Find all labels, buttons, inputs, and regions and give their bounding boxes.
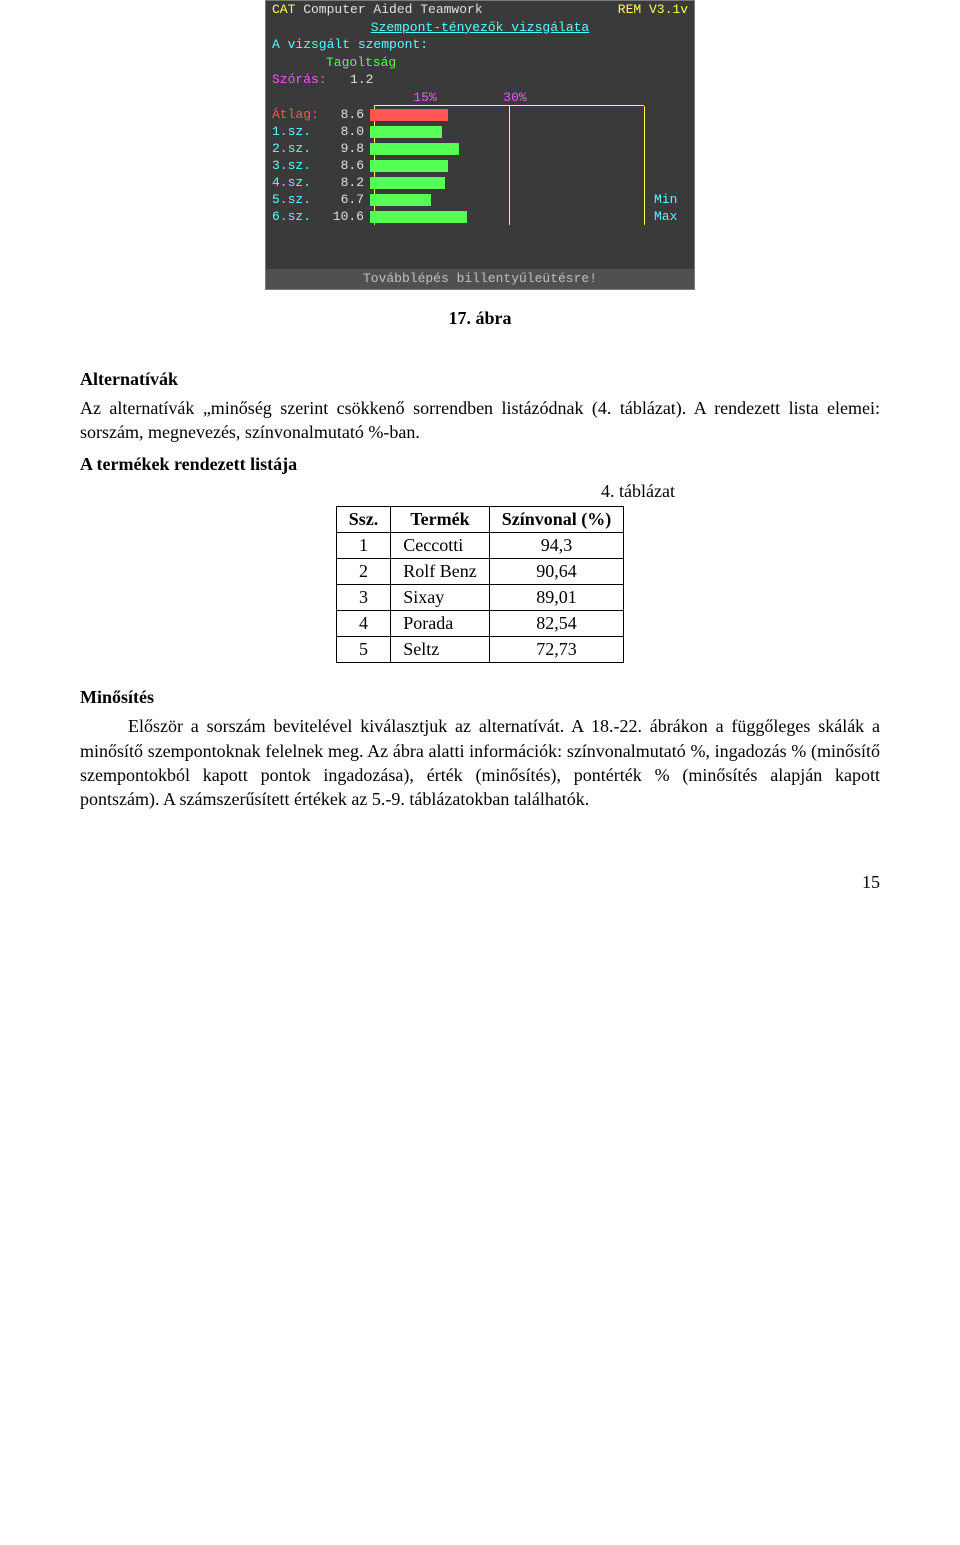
chart-bar xyxy=(370,177,445,189)
table-cell: 89,01 xyxy=(489,585,624,611)
chart-row: 2.sz.9.8 xyxy=(272,140,688,157)
chart-row: 6.sz.10.6 Max xyxy=(272,208,688,225)
terminal-scatter-label: Szórás: xyxy=(272,72,327,87)
chart-bar xyxy=(370,109,448,121)
chart-bar-area xyxy=(370,211,648,223)
terminal-scatter-value: 1.2 xyxy=(350,72,373,87)
table-caption: 4. táblázat xyxy=(80,481,880,502)
chart-row-value: 6.7 xyxy=(330,191,370,209)
heading-minosites: Minősítés xyxy=(80,687,880,708)
paragraph-alternativak: Az alternatívák „minőség szerint csökken… xyxy=(80,396,880,445)
chart-row-label: 6.sz. xyxy=(272,208,330,226)
chart-row-label: 5.sz. xyxy=(272,191,330,209)
chart-bar-area xyxy=(370,143,648,155)
table-cell: 1 xyxy=(336,533,391,559)
terminal-subtitle: Szempont-tényezők vizsgálata xyxy=(266,19,694,37)
terminal-title-right: REM V3.1v xyxy=(618,1,688,19)
chart-row-label: 4.sz. xyxy=(272,174,330,192)
table-header-cell: Színvonal (%) xyxy=(489,507,624,533)
chart-bar xyxy=(370,160,448,172)
table-cell: 2 xyxy=(336,559,391,585)
figure-caption: 17. ábra xyxy=(80,308,880,329)
chart-row: 3.sz.8.6 xyxy=(272,157,688,174)
products-table: Ssz.TermékSzínvonal (%) 1Ceccotti94,32Ro… xyxy=(336,506,625,663)
heading-termekek-listaja: A termékek rendezett listája xyxy=(80,454,880,475)
chart-row: Átlag:8.6 xyxy=(272,106,688,123)
table-header-cell: Termék xyxy=(391,507,490,533)
chart-row-value: 8.2 xyxy=(330,174,370,192)
chart-row-value: 10.6 xyxy=(330,208,370,226)
terminal-titlebar: CAT Computer Aided Teamwork REM V3.1v xyxy=(266,1,694,19)
chart-row: 1.sz.8.0 xyxy=(272,123,688,140)
table-row: 4Porada82,54 xyxy=(336,611,624,637)
terminal-chart: 15% 30% Átlag:8.61.sz.8.02.sz.9.83.sz.8.… xyxy=(266,89,694,230)
chart-row-tag: Max xyxy=(648,208,688,226)
paragraph-minosites: Először a sorszám bevitelével kiválasztj… xyxy=(80,714,880,811)
table-row: 5Seltz72,73 xyxy=(336,637,624,663)
table-cell: 94,3 xyxy=(489,533,624,559)
chart-row-label: Átlag: xyxy=(272,106,330,124)
chart-row-value: 8.6 xyxy=(330,106,370,124)
chart-row-value: 8.6 xyxy=(330,157,370,175)
terminal-footer: Továbblépés billentyűleütésre! xyxy=(266,269,694,289)
table-cell: Porada xyxy=(391,611,490,637)
terminal-title-prefix: CAT xyxy=(272,2,295,17)
chart-bar xyxy=(370,194,431,206)
table-cell: Ceccotti xyxy=(391,533,490,559)
chart-row-value: 9.8 xyxy=(330,140,370,158)
heading-alternativak: Alternatívák xyxy=(80,369,880,390)
chart-row-tag: Min xyxy=(648,191,688,209)
table-cell: Sixay xyxy=(391,585,490,611)
chart-header: 15% 30% xyxy=(272,89,688,107)
terminal-aspect-label: A vizsgált szempont: xyxy=(266,36,694,54)
chart-row-value: 8.0 xyxy=(330,123,370,141)
chart-row: 4.sz.8.2 xyxy=(272,174,688,191)
table-row: 1Ceccotti94,3 xyxy=(336,533,624,559)
chart-row-label: 3.sz. xyxy=(272,157,330,175)
chart-bar xyxy=(370,143,459,155)
chart-bar-area xyxy=(370,177,648,189)
terminal-title-left: CAT Computer Aided Teamwork xyxy=(272,1,483,19)
terminal-scatter-line: Szórás: 1.2 xyxy=(266,71,694,89)
chart-bar xyxy=(370,126,442,138)
table-cell: Seltz xyxy=(391,637,490,663)
terminal-title-rest: Computer Aided Teamwork xyxy=(295,2,482,17)
chart-bar-area xyxy=(370,194,648,206)
table-row: 3Sixay89,01 xyxy=(336,585,624,611)
table-cell: 82,54 xyxy=(489,611,624,637)
chart-row: 5.sz.6.7 Min xyxy=(272,191,688,208)
chart-bar-area xyxy=(370,109,648,121)
table-header-cell: Ssz. xyxy=(336,507,391,533)
table-cell: 4 xyxy=(336,611,391,637)
terminal-aspect-value: Tagoltság xyxy=(266,54,694,72)
table-cell: 90,64 xyxy=(489,559,624,585)
chart-pct-2: 30% xyxy=(470,89,560,107)
table-row: 2Rolf Benz90,64 xyxy=(336,559,624,585)
table-cell: 3 xyxy=(336,585,391,611)
table-cell: 72,73 xyxy=(489,637,624,663)
table-cell: Rolf Benz xyxy=(391,559,490,585)
terminal-screenshot: CAT Computer Aided Teamwork REM V3.1v Sz… xyxy=(265,0,695,290)
chart-bar-area xyxy=(370,160,648,172)
chart-bar-area xyxy=(370,126,648,138)
chart-row-label: 1.sz. xyxy=(272,123,330,141)
chart-pct-1: 15% xyxy=(380,89,470,107)
chart-row-label: 2.sz. xyxy=(272,140,330,158)
table-cell: 5 xyxy=(336,637,391,663)
page-number: 15 xyxy=(80,872,880,893)
chart-bar xyxy=(370,211,467,223)
